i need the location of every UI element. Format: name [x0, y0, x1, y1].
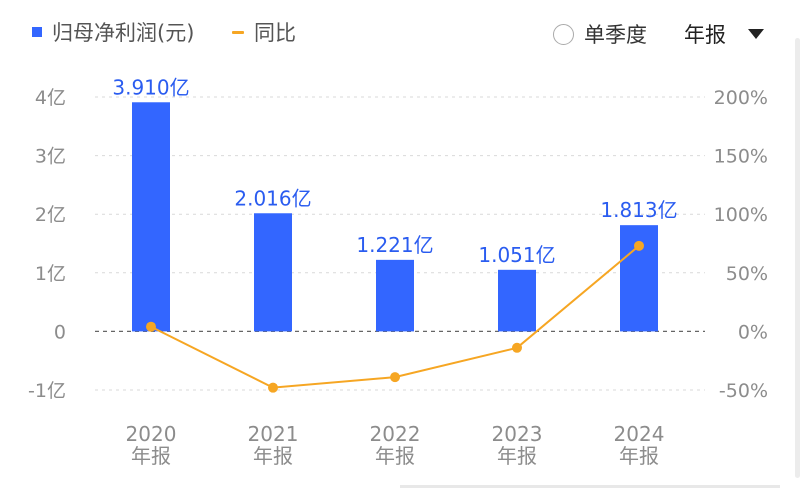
quarter-radio-option[interactable]: 单季度 [553, 19, 647, 49]
left-axis-tick-label: 1亿 [35, 263, 66, 285]
radio-icon[interactable] [553, 23, 574, 45]
net-profit-bar [376, 259, 414, 332]
yoy-point [268, 382, 278, 393]
right-axis-tick-label: 50% [726, 263, 768, 285]
net-profit-bar [132, 102, 170, 332]
right-axis-tick-label: -50% [719, 380, 768, 402]
bar-value-label: 1.813亿 [600, 198, 677, 222]
net-profit-bar [498, 269, 536, 332]
line-swatch-icon [232, 30, 244, 34]
bar-value-label: 1.221亿 [356, 233, 433, 257]
right-axis-tick-label: 150% [714, 146, 768, 168]
x-axis-tick-sublabel: 年报 [375, 444, 415, 468]
chevron-down-icon[interactable] [748, 29, 764, 39]
left-axis-tick-label: 0 [54, 321, 66, 343]
vertical-scrollbar[interactable] [795, 38, 800, 478]
x-axis-tick-label: 2020 [126, 422, 177, 446]
period-dropdown-label: 年报 [684, 23, 726, 47]
bottom-divider [400, 485, 780, 488]
yoy-point [634, 240, 644, 251]
x-axis-tick-sublabel: 年报 [619, 444, 659, 468]
yoy-point [512, 342, 522, 353]
legend-yoy[interactable]: 同比 [232, 18, 296, 46]
left-axis-tick-label: 4亿 [35, 87, 66, 109]
legend-yoy-label: 同比 [254, 21, 296, 45]
right-axis-tick-label: 200% [714, 87, 768, 109]
right-axis-tick-label: 100% [714, 204, 768, 226]
yoy-point [390, 372, 400, 383]
chart-toolbar: 归母净利润(元) 同比 单季度 年报 [0, 0, 800, 64]
left-axis-tick-label: -1亿 [28, 380, 66, 402]
label-layer: 3.910亿 2.016亿 1.221亿 1.051亿 1.813亿 [112, 75, 677, 267]
yoy-point [146, 321, 156, 332]
x-axis-tick-label: 2022 [370, 422, 421, 446]
bar-value-label: 2.016亿 [234, 186, 311, 210]
bar-swatch-icon [32, 27, 42, 37]
legend-net-profit-label: 归母净利润(元) [52, 21, 195, 45]
legend-net-profit[interactable]: 归母净利润(元) [32, 18, 194, 46]
axis-layer: 4亿3亿2亿1亿0-1亿200%150%100%50%0%-50%2020年报2… [28, 87, 768, 468]
bar-value-label: 3.910亿 [112, 75, 189, 99]
left-axis-tick-label: 3亿 [35, 146, 66, 168]
x-axis-tick-label: 2021 [248, 422, 299, 446]
right-axis-tick-label: 0% [738, 321, 768, 343]
x-axis-tick-label: 2024 [614, 422, 665, 446]
net-profit-bar [254, 213, 292, 332]
quarter-radio-label: 单季度 [584, 23, 647, 47]
left-axis-tick-label: 2亿 [35, 204, 66, 226]
line-layer [146, 240, 644, 393]
bar-layer [132, 102, 658, 332]
x-axis-tick-sublabel: 年报 [131, 444, 171, 468]
x-axis-tick-sublabel: 年报 [253, 444, 293, 468]
x-axis-tick-label: 2023 [492, 422, 543, 446]
bar-value-label: 1.051亿 [478, 243, 555, 267]
x-axis-tick-sublabel: 年报 [497, 444, 537, 468]
period-dropdown[interactable]: 年报 [684, 19, 764, 49]
